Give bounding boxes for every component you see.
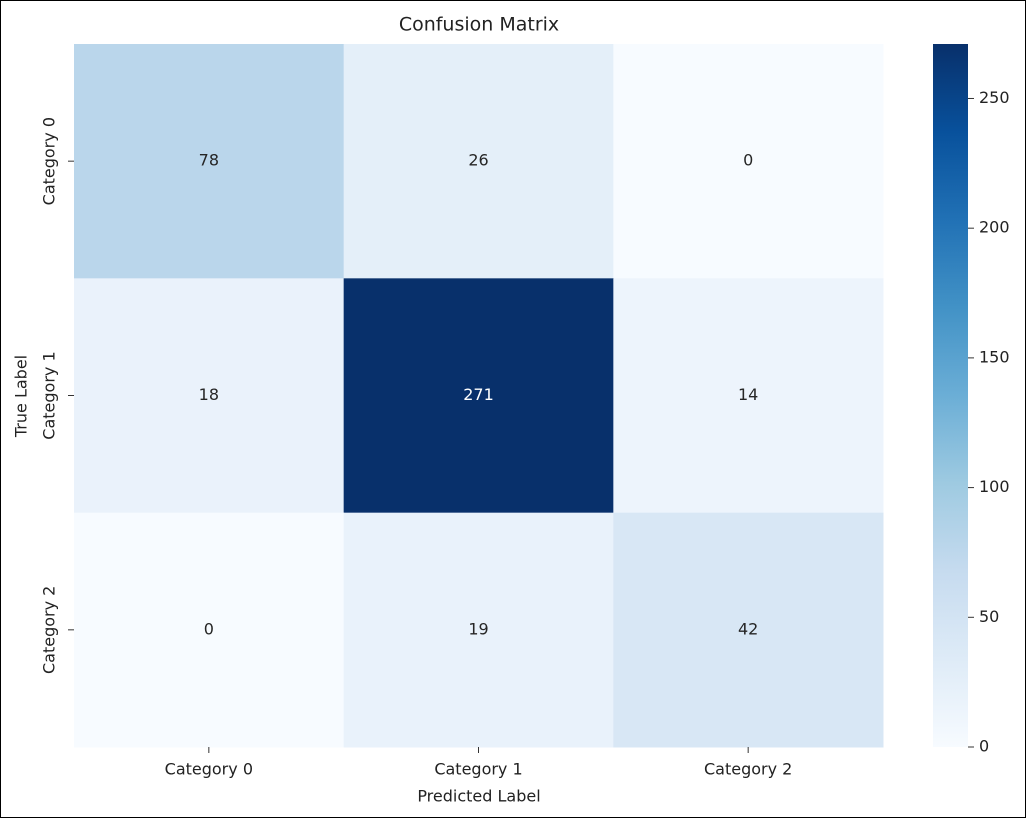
chart-title: Confusion Matrix [399,14,559,36]
x-tick-label: Category 1 [434,760,522,779]
colorbar [933,44,968,747]
colorbar-tick-label: 250 [979,88,1010,107]
y-axis-label: True Label [12,355,31,438]
cell-label: 271 [463,385,494,404]
y-tick-label: Category 2 [40,586,59,674]
heatmap-cell [613,44,884,279]
colorbar-tick-label: 100 [979,477,1010,496]
heatmap-cell [74,512,345,748]
y-tick-label: Category 1 [40,351,59,439]
heatmap-cell [74,44,345,279]
heatmap-cell [613,278,884,514]
heatmap-cell [74,278,345,514]
x-tick-label: Category 2 [704,760,792,779]
x-axis-label: Predicted Label [417,787,540,806]
heatmap-cell [613,512,884,748]
colorbar-tick-label: 50 [979,607,999,626]
cell-label: 0 [743,151,753,170]
cell-label: 18 [199,385,219,404]
heatmap-cell [343,44,614,279]
y-tick-label: Category 0 [40,117,59,205]
cell-label: 26 [468,151,488,170]
x-tick-label: Category 0 [165,760,253,779]
cell-label: 0 [204,619,214,638]
colorbar-tick-label: 0 [979,737,989,756]
colorbar-tick-label: 150 [979,347,1010,366]
colorbar-tick-label: 200 [979,218,1010,237]
heatmap-cell [343,278,614,514]
heatmap-cell [343,512,614,748]
cell-label: 14 [738,385,758,404]
cell-label: 42 [738,619,758,638]
cell-label: 78 [199,151,219,170]
cell-label: 19 [468,619,488,638]
